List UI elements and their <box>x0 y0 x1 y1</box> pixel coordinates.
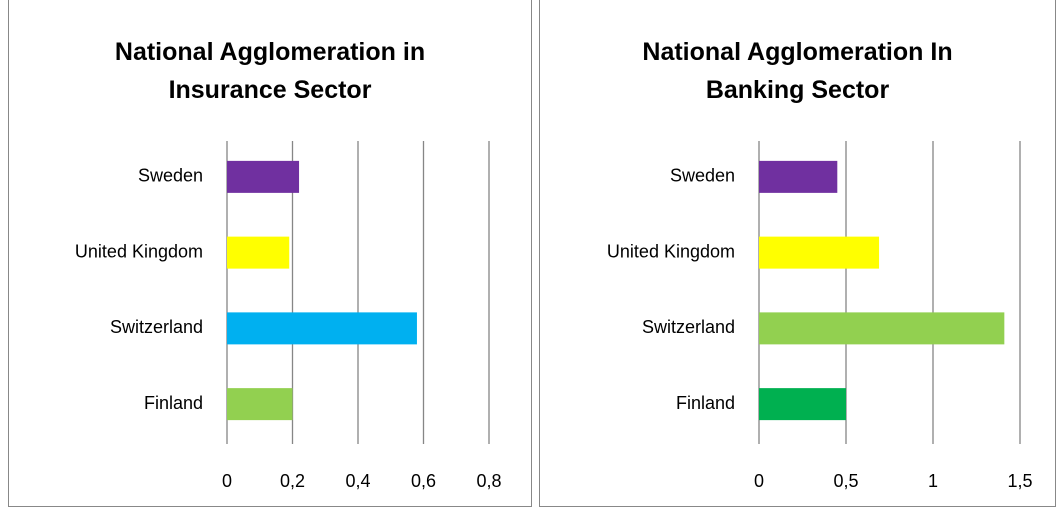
y-tick-label: United Kingdom <box>607 241 735 261</box>
bar <box>759 388 846 421</box>
chart: 0 0,2 0,4 0,6 0,8 Sweden United Kingdom Switzer… <box>75 141 502 491</box>
y-tick-label: Switzerland <box>110 317 203 337</box>
chart-panel: National Agglomeration in Insurance Sect… <box>8 0 532 507</box>
x-tick-label: 0 <box>222 471 232 491</box>
bar <box>227 312 417 345</box>
y-tick-label: United Kingdom <box>75 241 203 261</box>
chart-title: National Agglomeration in Insurance Sect… <box>114 38 426 104</box>
bar <box>227 388 293 421</box>
x-tick-label: 0,5 <box>833 471 858 491</box>
bar <box>227 160 300 193</box>
bar <box>759 160 838 193</box>
chart-title: National Agglomeration In Banking Sector <box>642 38 953 104</box>
y-tick-label: Sweden <box>670 166 735 186</box>
y-tick-label: Finland <box>676 393 735 413</box>
bar <box>227 236 290 269</box>
bar <box>759 312 1005 345</box>
chart: 0 0,5 1 1,5 Sweden United Kingdom Switzerland F… <box>607 141 1033 491</box>
x-tick-label: 0 <box>754 471 764 491</box>
x-tick-label: 1 <box>928 471 938 491</box>
y-tick-label: Finland <box>144 393 203 413</box>
x-tick-label: 0,8 <box>476 471 501 491</box>
x-tick-label: 0,2 <box>280 471 305 491</box>
x-tick-label: 1,5 <box>1007 471 1032 491</box>
y-tick-label: Sweden <box>138 166 203 186</box>
x-tick-label: 0,6 <box>411 471 436 491</box>
bar <box>759 236 880 269</box>
y-tick-label: Switzerland <box>642 317 735 337</box>
x-tick-label: 0,4 <box>345 471 370 491</box>
chart-panel: National Agglomeration In Banking Sector… <box>539 0 1056 507</box>
